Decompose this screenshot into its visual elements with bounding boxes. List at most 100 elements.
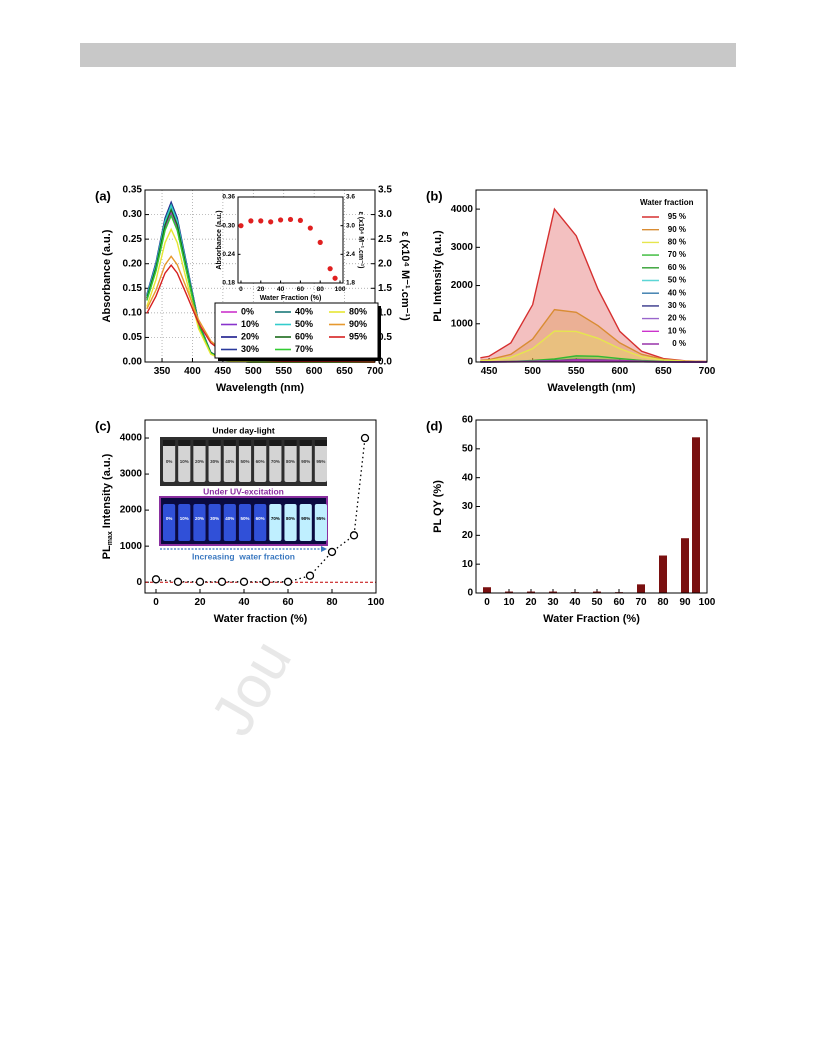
vial-uv xyxy=(269,504,282,541)
vial-uv xyxy=(208,504,221,541)
vial-cap xyxy=(163,440,176,446)
y-tick-label: 0.15 xyxy=(123,283,143,294)
legend-label: 95% xyxy=(349,331,367,341)
y-tick-label: 0.05 xyxy=(123,332,143,343)
panel-label: (b) xyxy=(426,188,443,203)
legend-label: 50 % xyxy=(668,276,686,285)
x-tick-label: 30 xyxy=(547,597,559,608)
vial-cap xyxy=(238,440,252,446)
vial-label: 10% xyxy=(180,459,189,464)
photo-title: Under day-light xyxy=(212,425,275,435)
x-tick-label: 90 xyxy=(679,597,691,608)
panel-label: (d) xyxy=(426,418,443,433)
panel-label: (a) xyxy=(95,188,111,203)
photo-title: Under UV-excitation xyxy=(203,486,284,496)
data-point xyxy=(287,216,294,223)
y-axis-title-part: max xyxy=(107,531,114,545)
legend-label: 40% xyxy=(295,306,313,316)
vial-uv xyxy=(223,504,236,541)
y-tick-label: 0.30 xyxy=(222,222,235,229)
y-tick-label: 0.30 xyxy=(123,209,143,220)
legend-label: 0 % xyxy=(672,339,686,348)
x-tick-label: 80 xyxy=(317,286,325,293)
y-tick-label: 4000 xyxy=(451,204,474,215)
plot-frame xyxy=(475,189,708,363)
legend-label: 10% xyxy=(241,319,259,329)
vial-label: 50% xyxy=(240,516,249,521)
y2-tick-label: 3.0 xyxy=(378,209,392,220)
x-tick-label: 0 xyxy=(484,597,490,608)
x-axis-title: Water Fraction (%) xyxy=(260,295,322,302)
x-tick-label: 100 xyxy=(699,597,716,608)
vial-label: 90% xyxy=(301,516,310,521)
x-tick-label: 60 xyxy=(282,597,294,608)
data-point xyxy=(151,575,161,584)
vial-label: 70% xyxy=(271,459,280,464)
y-tick-label: 3000 xyxy=(120,469,143,480)
x-tick-label: 700 xyxy=(699,366,716,377)
data-point xyxy=(305,571,315,580)
data-point xyxy=(248,218,254,224)
data-point xyxy=(239,577,249,586)
x-tick-label: 600 xyxy=(611,366,628,377)
plot-area xyxy=(238,197,343,283)
vial-cap xyxy=(299,440,312,446)
vial-label: 90% xyxy=(301,459,310,464)
x-tick-label: 350 xyxy=(154,366,171,377)
legend-label: 80% xyxy=(349,306,367,316)
y-tick-label: 60 xyxy=(462,415,474,426)
legend-label: 90% xyxy=(349,319,367,329)
bar xyxy=(637,584,645,593)
x-tick-label: 500 xyxy=(524,366,541,377)
x-tick-label: 10 xyxy=(503,597,515,608)
y2-tick-label: 3.6 xyxy=(346,194,355,201)
legend-label: 70% xyxy=(295,344,313,354)
x-tick-label: 60 xyxy=(297,286,305,293)
y2-tick-label: 1.0 xyxy=(378,307,392,318)
legend-label: 60 % xyxy=(668,263,686,272)
vial-cap xyxy=(284,440,297,446)
plot-frame xyxy=(144,189,376,363)
legend-box xyxy=(214,302,379,359)
vial-label: 60% xyxy=(256,459,265,464)
y2-tick-label: 0.0 xyxy=(378,357,392,368)
y-tick-label: 0.36 xyxy=(222,194,235,201)
legend-label: 95 % xyxy=(668,212,686,221)
plot-area xyxy=(476,190,707,362)
vial-day xyxy=(299,444,312,482)
bar xyxy=(593,591,601,593)
panel-label: (c) xyxy=(95,418,111,433)
vial-cap xyxy=(269,440,282,446)
vial-label: 70% xyxy=(271,516,280,521)
vial-cap xyxy=(223,440,236,446)
legend-label: 60% xyxy=(295,331,313,341)
data-point xyxy=(277,217,284,223)
x-tick-label: 600 xyxy=(306,366,323,377)
data-point xyxy=(332,275,338,281)
vial-day xyxy=(284,444,297,482)
series-area xyxy=(480,309,707,362)
vial-label: 0% xyxy=(166,516,173,521)
legend-label: 80 % xyxy=(668,238,686,247)
y-tick-label: 10 xyxy=(462,559,474,570)
x-tick-label: 700 xyxy=(367,366,384,377)
vial-cap xyxy=(254,440,267,446)
legend-label: 90 % xyxy=(668,225,686,234)
arrow-label: Increasing water fraction xyxy=(192,551,295,561)
y-tick-label: 0.20 xyxy=(123,258,143,269)
x-axis-title: Water fraction (%) xyxy=(214,613,308,625)
vial-cap xyxy=(193,440,206,446)
vial-label: 30% xyxy=(210,459,219,464)
data-point xyxy=(173,577,183,586)
data-point xyxy=(317,239,323,245)
y-tick-label: 50 xyxy=(462,443,474,454)
y-axis-title: PLmax Intensity (a.u.) xyxy=(101,453,114,559)
vial-label: 40% xyxy=(225,516,234,521)
vial-label: 20% xyxy=(195,516,204,521)
data-point xyxy=(261,577,271,586)
data-point xyxy=(283,577,293,586)
x-tick-label: 400 xyxy=(184,366,201,377)
vial-uv xyxy=(238,504,252,541)
data-point xyxy=(297,217,304,224)
vial-label: 80% xyxy=(286,459,295,464)
